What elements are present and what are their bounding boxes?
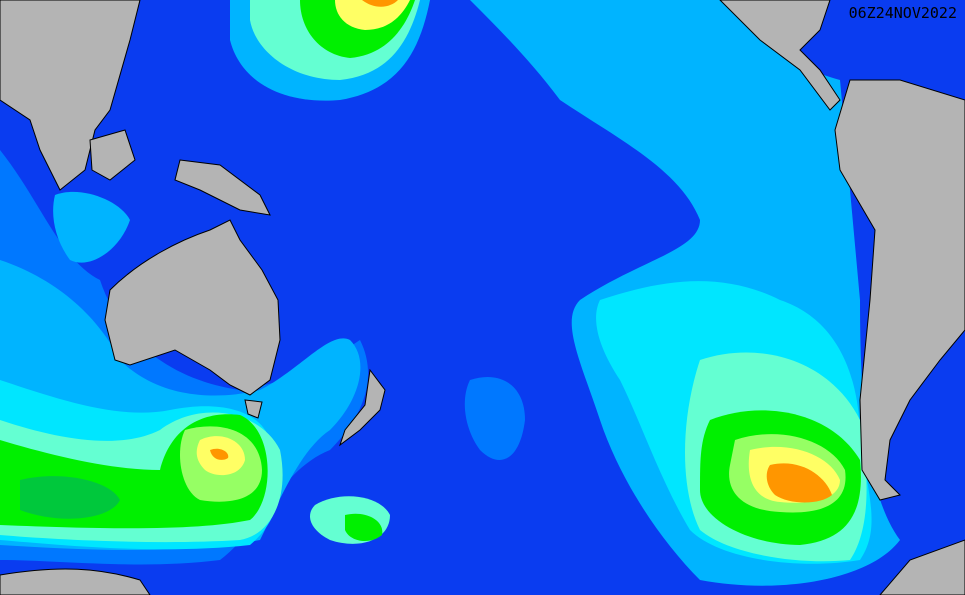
land-south-america (834, 79, 965, 501)
land-antarctica (0, 539, 965, 595)
forecast-timestamp: 06Z24NOV2022 (848, 4, 957, 22)
contour-small-cell-green (345, 513, 383, 542)
contour-lightblue-patch (53, 191, 130, 263)
contour-lightblue-patch2 (464, 376, 525, 460)
contour-north-orange (362, 0, 398, 7)
contour-orange-east (766, 463, 832, 503)
contour-north-yellow (335, 0, 410, 30)
land-southeast-asia (0, 0, 141, 191)
land-borneo (89, 129, 136, 181)
contour-dark-green-west (20, 476, 120, 519)
land-tasmania (244, 399, 263, 419)
land-new-guinea (174, 159, 271, 216)
contour-orange-west (210, 448, 229, 460)
land-north-america (719, 0, 841, 111)
land-new-zealand (339, 368, 386, 447)
land-australia (104, 219, 281, 396)
